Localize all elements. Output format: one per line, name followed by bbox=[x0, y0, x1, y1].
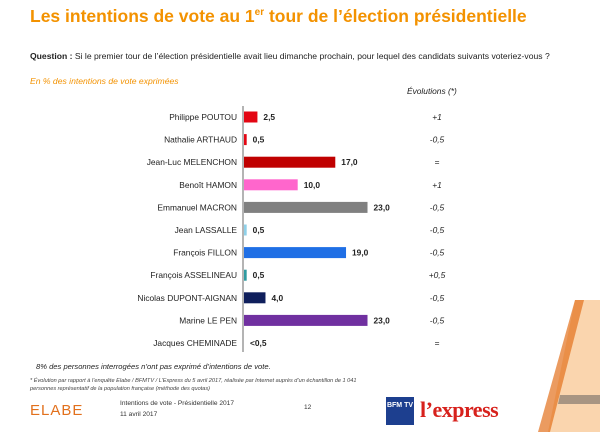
evolution-philippe-poutou: +1 bbox=[432, 112, 442, 122]
bar-francois-asselineau bbox=[244, 269, 247, 281]
bar-jean-lassalle bbox=[244, 224, 247, 236]
candidate-label-emmanuel-macron: Emmanuel MACRON bbox=[157, 202, 237, 212]
bar-marine-le-pen bbox=[244, 314, 368, 326]
bar-emmanuel-macron bbox=[244, 201, 368, 213]
bar-jean-luc-melenchon bbox=[244, 156, 336, 168]
value-label-jacques-cheminade: <0,5 bbox=[250, 338, 267, 348]
evolution-footnote: * Évolution par rapport à l’enquête Elab… bbox=[30, 378, 357, 392]
footer-doc-title: Intentions de vote - Présidentielle 2017 bbox=[120, 400, 234, 407]
value-label-francois-fillon: 19,0 bbox=[352, 248, 369, 258]
no-intention-note: 8% des personnes interrogées n’ont pas e… bbox=[36, 362, 271, 371]
candidate-label-jacques-cheminade: Jacques CHEMINADE bbox=[153, 338, 237, 348]
evolution-nicolas-dupont-aignan: -0,5 bbox=[430, 293, 445, 303]
question-text: Si le premier tour de l’élection préside… bbox=[72, 51, 550, 61]
evolution-jacques-cheminade: = bbox=[435, 338, 440, 348]
candidate-label-nathalie-arthaud: Nathalie ARTHAUD bbox=[164, 135, 237, 145]
bar-nathalie-arthaud bbox=[244, 134, 247, 146]
value-label-philippe-poutou: 2,5 bbox=[263, 112, 275, 122]
value-label-emmanuel-macron: 23,0 bbox=[374, 202, 391, 212]
bar-nicolas-dupont-aignan bbox=[244, 292, 266, 304]
footer-date: 11 avril 2017 bbox=[120, 411, 158, 418]
bar-philippe-poutou bbox=[244, 111, 258, 123]
page-number: 12 bbox=[304, 404, 312, 411]
evolution-nathalie-arthaud: -0,5 bbox=[430, 135, 445, 145]
evolutions-header: Évolutions (*) bbox=[407, 86, 457, 96]
candidate-label-marine-le-pen: Marine LE PEN bbox=[179, 315, 237, 325]
candidate-label-francois-fillon: François FILLON bbox=[173, 248, 237, 258]
lexpress-logo: l’express bbox=[420, 397, 499, 422]
bar-francois-fillon bbox=[244, 247, 347, 259]
evolution-jean-lassalle: -0,5 bbox=[430, 225, 445, 235]
value-label-benoit-hamon: 10,0 bbox=[304, 180, 321, 190]
elabe-logo: ELABE bbox=[30, 402, 84, 419]
candidate-label-francois-asselineau: François ASSELINEAU bbox=[150, 270, 237, 280]
value-label-francois-asselineau: 0,5 bbox=[253, 270, 265, 280]
value-label-nathalie-arthaud: 0,5 bbox=[253, 135, 265, 145]
chart-subtitle: En % des intentions de vote exprimées bbox=[30, 76, 179, 86]
bfmtv-logo: BFM TV bbox=[386, 397, 414, 425]
decorative-a-logo bbox=[538, 300, 600, 432]
evolution-emmanuel-macron: -0,5 bbox=[430, 202, 445, 212]
candidate-label-benoit-hamon: Benoît HAMON bbox=[179, 180, 237, 190]
candidate-label-nicolas-dupont-aignan: Nicolas DUPONT-AIGNAN bbox=[137, 293, 237, 303]
bar-benoit-hamon bbox=[244, 179, 298, 191]
value-label-marine-le-pen: 23,0 bbox=[374, 315, 391, 325]
evolution-marine-le-pen: -0,5 bbox=[430, 315, 445, 325]
candidate-label-jean-luc-melenchon: Jean-Luc MELENCHON bbox=[147, 157, 237, 167]
survey-question: Question : Si le premier tour de l’élect… bbox=[30, 50, 550, 62]
evolution-benoit-hamon: +1 bbox=[432, 180, 442, 190]
evolution-jean-luc-melenchon: = bbox=[435, 157, 440, 167]
page-title: Les intentions de vote au 1er tour de l’… bbox=[30, 6, 527, 26]
question-label: Question : bbox=[30, 51, 73, 61]
evolution-francois-asselineau: +0,5 bbox=[429, 270, 446, 280]
value-label-jean-lassalle: 0,5 bbox=[253, 225, 265, 235]
evolution-francois-fillon: -0,5 bbox=[430, 248, 445, 258]
value-label-nicolas-dupont-aignan: 4,0 bbox=[271, 293, 283, 303]
candidate-label-philippe-poutou: Philippe POUTOU bbox=[169, 112, 237, 122]
value-label-jean-luc-melenchon: 17,0 bbox=[341, 157, 358, 167]
candidate-label-jean-lassalle: Jean LASSALLE bbox=[175, 225, 238, 235]
